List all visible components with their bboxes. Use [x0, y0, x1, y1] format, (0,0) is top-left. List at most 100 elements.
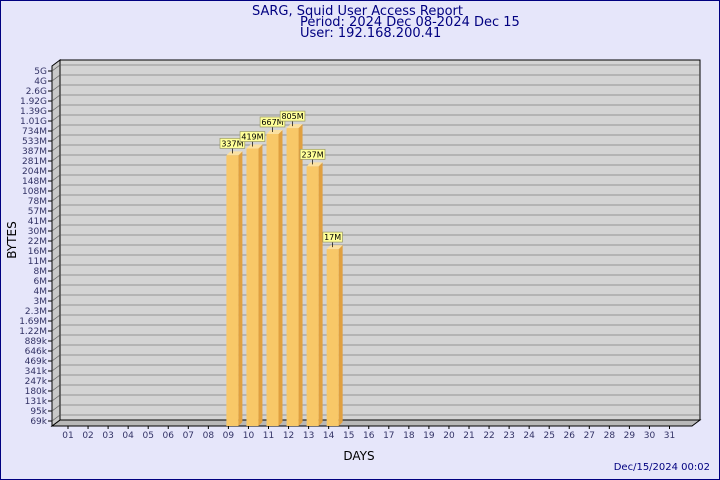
- bar: [286, 128, 299, 426]
- data-label-box: [279, 110, 306, 122]
- grid-line: [51, 234, 61, 242]
- bar: [326, 249, 339, 426]
- x-tick-label: 15: [343, 431, 354, 441]
- y-tick-label: 4M: [34, 287, 48, 297]
- generated-timestamp: Dec/15/2024 00:02: [613, 462, 710, 473]
- grid-line: [51, 404, 61, 412]
- bar-top: [286, 124, 303, 129]
- y-tick-label: 646k: [25, 347, 48, 357]
- grid-line: [51, 114, 61, 122]
- grid-line: [51, 344, 61, 352]
- report-period: Period: 2024 Dec 08-2024 Dec 15: [300, 15, 520, 30]
- data-label-box: [322, 231, 343, 243]
- x-tick-label: 17: [383, 431, 394, 441]
- bar-side: [238, 151, 243, 426]
- x-tick-label: 14: [323, 431, 335, 441]
- x-tick-label: 30: [644, 431, 656, 441]
- grid-line: [51, 294, 61, 302]
- bar: [266, 133, 279, 426]
- grid-line: [51, 164, 61, 172]
- y-tick-label: 11M: [28, 257, 47, 267]
- data-label: 337M: [221, 139, 243, 148]
- grid-line: [51, 334, 61, 342]
- x-tick-label: 20: [443, 431, 455, 441]
- y-tick-label: 1.69M: [19, 317, 47, 327]
- x-tick-label: 03: [102, 431, 113, 441]
- y-tick-label: 16M: [28, 247, 47, 257]
- grid-line: [51, 104, 61, 112]
- grid-line: [51, 174, 61, 182]
- x-tick-label: 13: [303, 431, 314, 441]
- y-tick-label: 180k: [25, 387, 48, 397]
- bar-side: [318, 162, 323, 426]
- y-tick-label: 341k: [25, 367, 48, 377]
- grid-line: [51, 314, 61, 322]
- y-tick-label: 8M: [34, 267, 48, 277]
- x-tick-label: 31: [664, 431, 675, 441]
- x-tick-label: 19: [423, 431, 435, 441]
- grid-line: [51, 154, 61, 162]
- grid-line: [51, 224, 61, 232]
- bar-top: [226, 151, 243, 156]
- grid-line: [51, 274, 61, 282]
- y-tick-label: 469k: [25, 357, 48, 367]
- y-tick-label: 247k: [25, 377, 48, 387]
- bar-side: [258, 144, 263, 426]
- y-tick-label: 533M: [22, 137, 47, 147]
- grid-line: [51, 94, 61, 102]
- y-tick-label: 2.6G: [26, 87, 47, 97]
- data-label: 805M: [281, 112, 303, 121]
- data-label-box: [299, 148, 326, 160]
- grid-line: [51, 184, 61, 192]
- grid-line: [51, 384, 61, 392]
- y-tick-label: 1.92G: [20, 97, 47, 107]
- y-tick-label: 5G: [34, 67, 47, 77]
- grid-line: [51, 144, 61, 152]
- y-tick-label: 4G: [34, 77, 47, 87]
- y-tick-label: 889k: [25, 337, 48, 347]
- y-tick-label: 41M: [28, 217, 47, 227]
- grid-line: [51, 374, 61, 382]
- bar-top: [326, 245, 343, 250]
- y-tick-label: 6M: [34, 277, 48, 287]
- y-tick-label: 148M: [22, 177, 47, 187]
- y-tick-label: 108M: [22, 187, 47, 197]
- grid-line: [51, 354, 61, 362]
- y-tick-label: 387M: [22, 147, 47, 157]
- grid-line: [51, 264, 61, 272]
- x-tick-label: 11: [263, 431, 274, 441]
- y-tick-label: 1.39G: [20, 107, 47, 117]
- grid-line: [51, 364, 61, 372]
- x-tick-label: 05: [142, 431, 153, 441]
- x-tick-label: 04: [122, 431, 134, 441]
- x-tick-label: 16: [363, 431, 375, 441]
- grid-line: [51, 64, 61, 72]
- x-tick-label: 01: [62, 431, 73, 441]
- y-tick-label: 30M: [28, 227, 47, 237]
- data-label: 237M: [302, 150, 324, 159]
- x-tick-label: 09: [223, 431, 235, 441]
- x-tick-label: 28: [604, 431, 616, 441]
- x-tick-label: 29: [624, 431, 636, 441]
- y-tick-label: 69k: [30, 417, 47, 427]
- grid-line: [51, 84, 61, 92]
- y-tick-label: 2.3M: [25, 307, 47, 317]
- report-user: User: 192.168.200.41: [300, 26, 442, 41]
- y-axis-title: BYTES: [5, 221, 19, 258]
- x-tick-label: 07: [183, 431, 194, 441]
- grid-line: [51, 324, 61, 332]
- y-tick-label: 281M: [22, 157, 47, 167]
- data-label: 17M: [324, 233, 341, 242]
- bar-top: [306, 162, 323, 167]
- report-title: SARG, Squid User Access Report: [252, 4, 463, 19]
- data-label: 419M: [241, 133, 263, 142]
- bar-side: [278, 129, 283, 426]
- x-tick-label: 22: [483, 431, 494, 441]
- bar-side: [338, 245, 343, 426]
- x-tick-label: 27: [584, 431, 595, 441]
- x-tick-label: 23: [503, 431, 514, 441]
- grid-line: [51, 254, 61, 262]
- y-tick-label: 734M: [22, 127, 47, 137]
- y-tick-label: 57M: [28, 207, 47, 217]
